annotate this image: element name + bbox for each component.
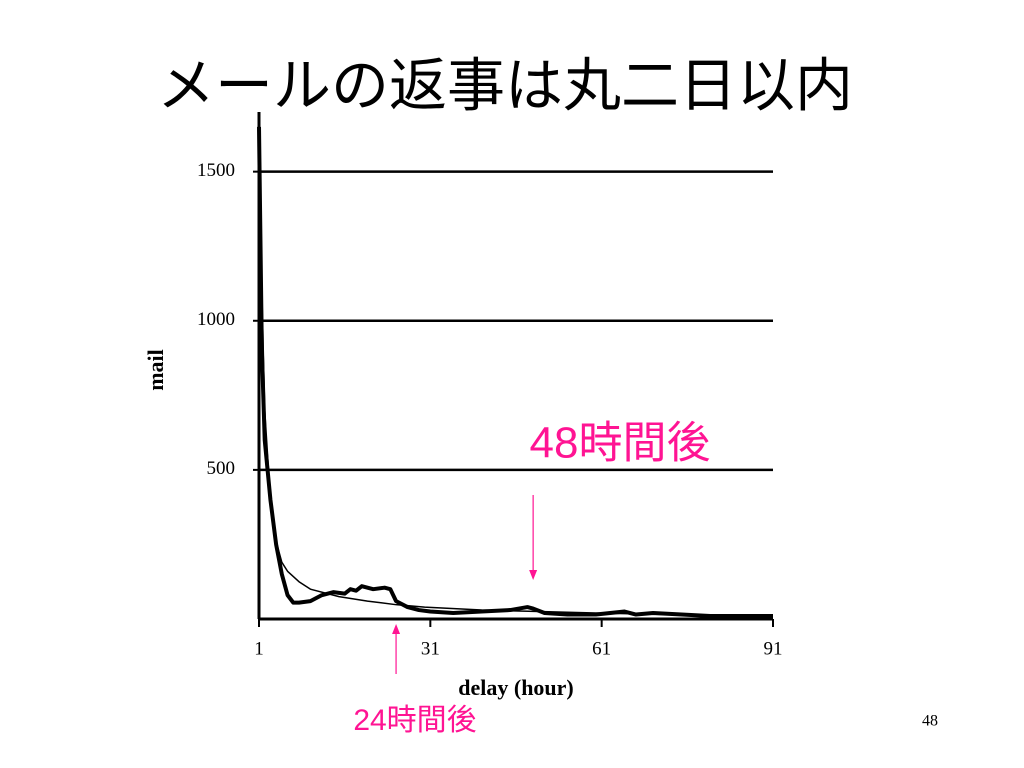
x-tick-label: 91 [764, 638, 783, 659]
data-line [258, 171, 774, 617]
y-tick-label: 1000 [197, 309, 235, 330]
annotation-label: 48時間後 [530, 419, 711, 468]
annotation-arrowhead [529, 570, 538, 580]
annotation-arrowhead [392, 624, 401, 634]
y-tick-label: 1500 [197, 160, 235, 181]
x-axis-label: delay (hour) [458, 675, 574, 700]
annotation-label: 24時間後 [353, 704, 476, 737]
data-line [257, 126, 773, 619]
x-tick-label: 31 [421, 638, 440, 659]
x-tick-label: 1 [254, 638, 264, 659]
slide-title: メールの返事は丸二日以内 [157, 53, 853, 118]
y-axis-label: mail [143, 349, 168, 391]
y-tick-label: 500 [207, 458, 236, 479]
page-number: 48 [922, 713, 938, 730]
x-tick-label: 61 [592, 638, 611, 659]
